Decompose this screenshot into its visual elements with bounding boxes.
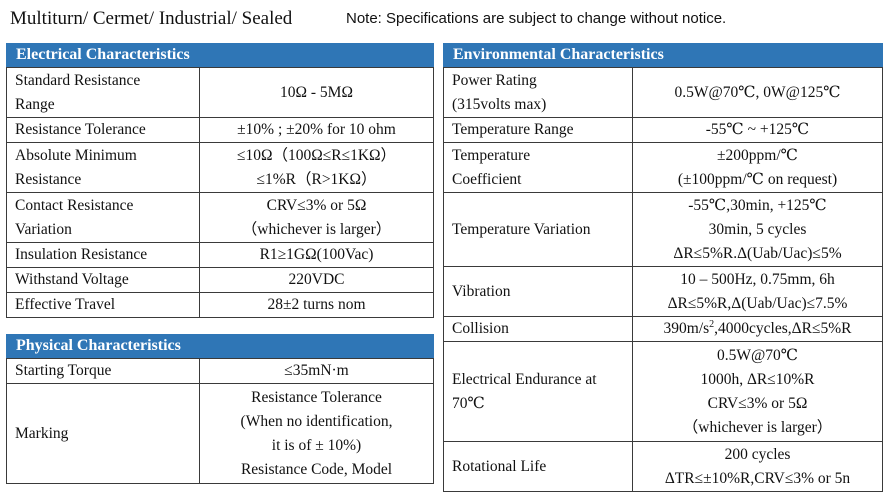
table-row: Resistance Tolerance ±10% ; ±20% for 10 … [6, 117, 434, 143]
table-row: Vibration 10 – 500Hz, 0.75mm, 6h ΔR≤5%R,Δ… [443, 266, 883, 317]
spec-note: Note: Specifications are subject to chan… [346, 10, 727, 27]
row-label: Temperature Variation [443, 192, 633, 267]
row-label: Electrical Endurance at 70℃ [443, 341, 633, 442]
row-value: 220VDC [199, 267, 434, 293]
environmental-panel: Environmental Characteristics Power Rati… [443, 43, 883, 492]
row-label: Power Rating (315volts max) [443, 67, 633, 118]
row-label: Vibration [443, 266, 633, 317]
table-row: Marking Resistance Tolerance (When no id… [6, 383, 434, 484]
page-title: Multiturn/ Cermet/ Industrial/ Sealed [10, 8, 293, 29]
row-value: 0.5W@70℃ 1000h, ΔR≤10%R CRV≤3% or 5Ω （which… [632, 341, 883, 442]
row-value: 200 cycles ΔTR≤±10%R,CRV≤3% or 5n [632, 441, 883, 492]
table-row: Temperature Variation -55℃,30min, +125℃ 3… [443, 192, 883, 267]
physical-table: Starting Torque ≤35mN·m Marking Resistan… [6, 358, 434, 484]
table-row: Effective Travel 28±2 turns nom [6, 292, 434, 318]
table-row: Temperature Coefficient ±200ppm/℃ (±100ppm… [443, 142, 883, 193]
table-row: Starting Torque ≤35mN·m [6, 358, 434, 384]
row-label: Absolute Minimum Resistance [6, 142, 200, 193]
electrical-table: Standard Resistance Range 10Ω - 5MΩ Resis… [6, 67, 434, 318]
row-label: Temperature Coefficient [443, 142, 633, 193]
row-label: Temperature Range [443, 117, 633, 143]
row-label: Standard Resistance Range [6, 67, 200, 118]
table-row: Power Rating (315volts max) 0.5W@70℃, 0W@… [443, 67, 883, 118]
physical-title: Physical Characteristics [6, 334, 434, 358]
row-label: Marking [6, 383, 200, 484]
row-value: 0.5W@70℃, 0W@125℃ [632, 67, 883, 118]
row-value: ±200ppm/℃ (±100ppm/℃ on request) [632, 142, 883, 193]
row-value: R1≥1GΩ(100Vac) [199, 242, 434, 268]
row-value: 10 – 500Hz, 0.75mm, 6h ΔR≤5%R,Δ(Uab/Uac)≤… [632, 266, 883, 317]
table-row: Contact Resistance Variation CRV≤3% or 5Ω… [6, 192, 434, 243]
row-label: Resistance Tolerance [6, 117, 200, 143]
row-value: Resistance Tolerance (When no identifica… [199, 383, 434, 484]
environmental-title: Environmental Characteristics [443, 43, 883, 67]
table-row: Rotational Life 200 cycles ΔTR≤±10%R,CRV≤… [443, 441, 883, 492]
table-row: Temperature Range -55℃ ~ +125℃ [443, 117, 883, 143]
row-label: Withstand Voltage [6, 267, 200, 293]
row-label: Insulation Resistance [6, 242, 200, 268]
table-row: Collision 390m/s2,4000cycles,ΔR≤5%R [443, 316, 883, 342]
row-label: Starting Torque [6, 358, 200, 384]
table-row: Electrical Endurance at 70℃ 0.5W@70℃ 1000h… [443, 341, 883, 442]
row-value: -55℃ ~ +125℃ [632, 117, 883, 143]
row-value: -55℃,30min, +125℃ 30min, 5 cycles ΔR≤5%R.Δ… [632, 192, 883, 267]
row-value: 28±2 turns nom [199, 292, 434, 318]
row-label: Rotational Life [443, 441, 633, 492]
row-value: ≤35mN·m [199, 358, 434, 384]
row-value: 10Ω - 5MΩ [199, 67, 434, 118]
electrical-panel: Electrical Characteristics Standard Resi… [6, 43, 434, 318]
electrical-title: Electrical Characteristics [6, 43, 434, 67]
row-value: 390m/s2,4000cycles,ΔR≤5%R [632, 316, 883, 342]
table-row: Insulation Resistance R1≥1GΩ(100Vac) [6, 242, 434, 268]
environmental-table: Power Rating (315volts max) 0.5W@70℃, 0W@… [443, 67, 883, 492]
table-row: Withstand Voltage 220VDC [6, 267, 434, 293]
row-label: Effective Travel [6, 292, 200, 318]
table-row: Absolute Minimum Resistance ≤10Ω（100Ω≤R≤1… [6, 142, 434, 193]
row-label: Contact Resistance Variation [6, 192, 200, 243]
row-value: ≤10Ω（100Ω≤R≤1KΩ） ≤1%R（R>1KΩ） [199, 142, 434, 193]
physical-panel: Physical Characteristics Starting Torque… [6, 334, 434, 484]
row-value: CRV≤3% or 5Ω （whichever is larger） [199, 192, 434, 243]
row-value: ±10% ; ±20% for 10 ohm [199, 117, 434, 143]
table-row: Standard Resistance Range 10Ω - 5MΩ [6, 67, 434, 118]
row-label: Collision [443, 316, 633, 342]
